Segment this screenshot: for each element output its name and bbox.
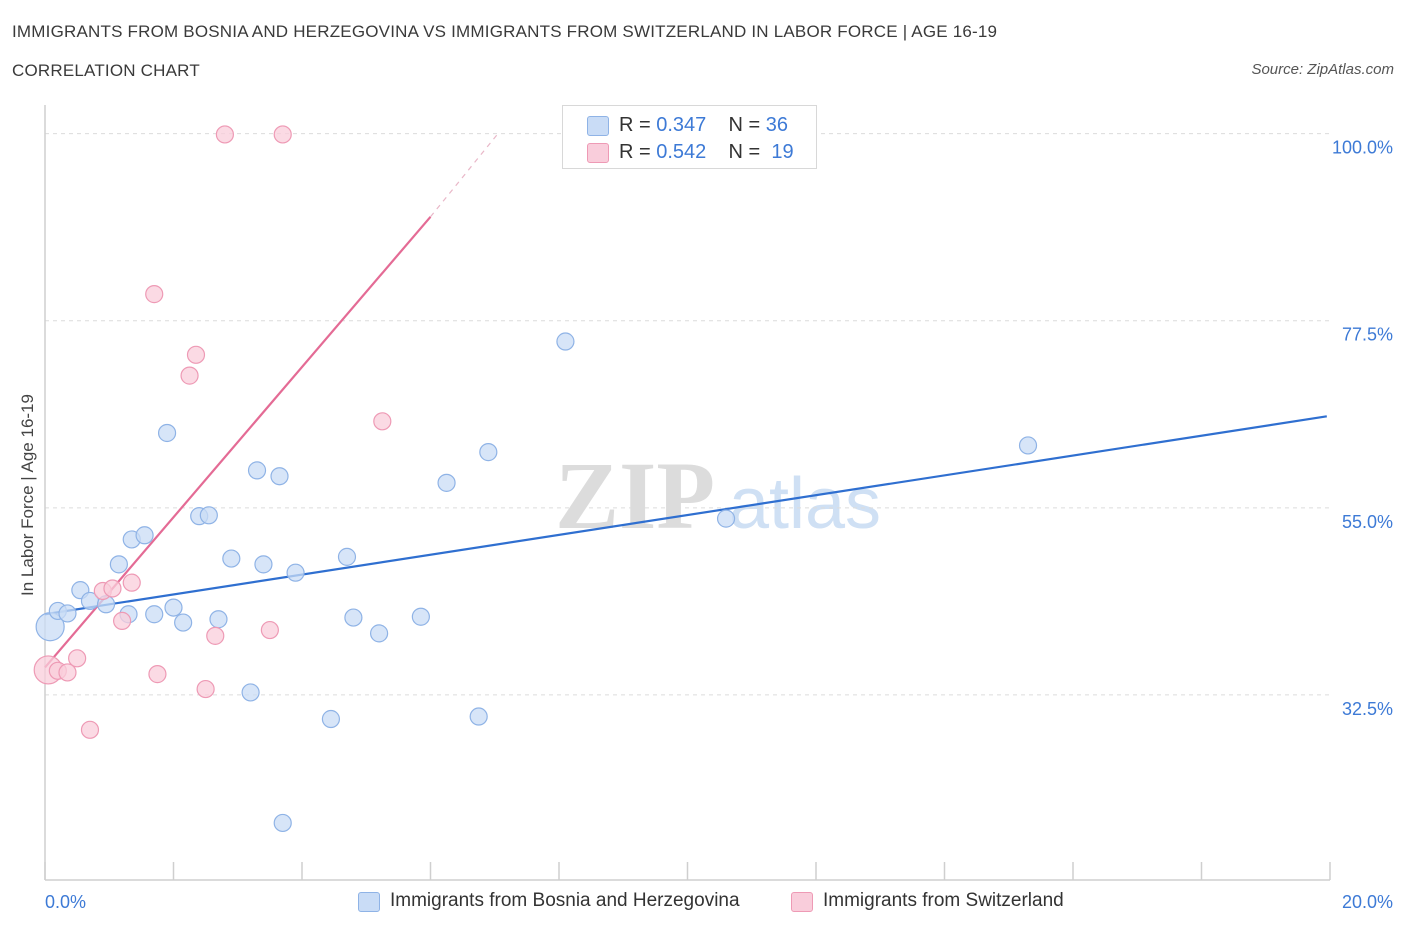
y-tick-label: 100.0% [1332, 138, 1393, 158]
x-tick-label: 0.0% [45, 892, 86, 912]
trendline-switzerland-extension [430, 133, 499, 218]
gridlines [45, 133, 1330, 696]
legend-r-value-switzerland: 0.542 [656, 141, 707, 163]
legend-swatch-bosnia [587, 116, 609, 136]
y-tick-label: 77.5% [1342, 325, 1393, 345]
point-switzerland [373, 412, 392, 431]
point-bosnia [556, 332, 575, 351]
trendline-bosnia [44, 415, 1327, 616]
point-bosnia [164, 598, 183, 617]
legend-r-label: R = [619, 114, 651, 136]
bottom-legend-swatch-bosnia [358, 892, 380, 912]
stats-legend: R = 0.347 N = 36 R = 0.542 N = 19 [562, 105, 817, 169]
point-bosnia [199, 506, 218, 525]
data-points [33, 125, 1038, 833]
point-switzerland [68, 649, 87, 668]
point-bosnia [411, 607, 430, 626]
point-bosnia [321, 709, 341, 729]
legend-n-label: N = [728, 114, 761, 136]
point-bosnia [222, 549, 241, 568]
legend-r-label: R = [619, 141, 651, 163]
source-label: Source: ZipAtlas.com [1251, 61, 1394, 78]
point-bosnia [157, 423, 177, 443]
point-bosnia [174, 613, 193, 632]
point-bosnia [145, 605, 164, 624]
y-tick-label: 32.5% [1342, 699, 1393, 719]
point-bosnia [247, 461, 267, 480]
chart-subtitle: CORRELATION CHART [12, 61, 200, 80]
point-switzerland [80, 720, 100, 739]
point-switzerland [112, 611, 132, 631]
point-bosnia [109, 555, 128, 574]
point-switzerland [273, 125, 292, 144]
bottom-legend-label-switzerland: Immigrants from Switzerland [823, 890, 1064, 911]
point-bosnia [337, 547, 357, 566]
tick-labels: 32.5% 55.0% 77.5% 100.0% 0.0% 20.0% [45, 138, 1393, 912]
legend-text-bosnia: R = 0.347 N = 36 [619, 114, 788, 137]
bottom-legend-swatch-switzerland [791, 892, 813, 912]
point-switzerland [122, 573, 141, 592]
point-switzerland [196, 679, 215, 699]
point-switzerland [148, 665, 167, 684]
point-bosnia [58, 604, 77, 623]
point-bosnia [286, 563, 305, 582]
x-tick-label: 20.0% [1342, 892, 1393, 912]
point-switzerland [103, 579, 122, 598]
axes [44, 105, 1331, 881]
watermark-atlas: atlas [729, 464, 881, 544]
point-bosnia [241, 683, 260, 702]
legend-n-label: N = [728, 141, 761, 163]
y-tick-label: 55.0% [1342, 512, 1393, 532]
bottom-legend-label-bosnia: Immigrants from Bosnia and Herzegovina [390, 890, 740, 911]
legend-n-value-switzerland: 19 [771, 141, 794, 163]
point-bosnia [135, 526, 154, 545]
legend-n-value-bosnia: 36 [765, 114, 789, 136]
legend-r-value-bosnia: 0.347 [656, 114, 707, 136]
point-bosnia [370, 624, 389, 643]
point-bosnia [273, 813, 292, 833]
point-switzerland [186, 345, 206, 364]
point-bosnia [254, 555, 273, 574]
point-bosnia [209, 610, 228, 629]
point-bosnia [1018, 436, 1038, 455]
point-switzerland [260, 620, 279, 640]
point-bosnia [437, 473, 456, 492]
trendlines [44, 133, 1327, 669]
point-switzerland [58, 663, 77, 682]
watermark: ZIP atlas [555, 442, 881, 549]
point-bosnia [716, 509, 736, 528]
point-switzerland [145, 285, 164, 304]
point-switzerland [215, 125, 234, 144]
watermark-zip: ZIP [555, 442, 715, 549]
point-bosnia [469, 707, 488, 726]
chart-title: IMMIGRANTS FROM BOSNIA AND HERZEGOVINA V… [12, 22, 998, 41]
legend-swatch-switzerland [587, 143, 609, 163]
point-switzerland [180, 366, 199, 385]
point-switzerland [206, 626, 225, 645]
point-bosnia [344, 608, 363, 627]
legend-text-switzerland: R = 0.542 N = 19 [619, 141, 794, 164]
point-bosnia [270, 467, 289, 486]
point-bosnia [479, 443, 498, 462]
